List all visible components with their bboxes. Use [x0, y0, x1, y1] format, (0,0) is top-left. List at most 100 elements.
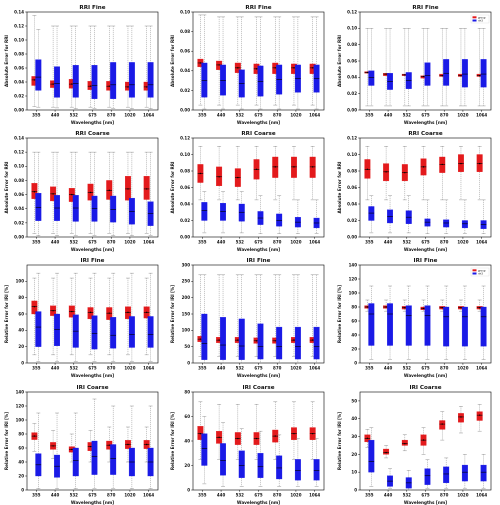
mean-marker	[366, 437, 369, 440]
box-iqr	[220, 64, 226, 96]
x-tick-label: 870	[107, 493, 116, 498]
x-axis-label: Wavelengths [nm]	[404, 500, 447, 505]
box-s2-532	[238, 274, 245, 363]
mean-marker	[441, 423, 443, 425]
box-s1-1020	[125, 277, 131, 356]
y-tick-label: 50	[184, 344, 190, 349]
box-s1-440	[216, 146, 223, 201]
mean-marker	[237, 67, 239, 69]
y-axis-label: Relative Error for IRI [%]	[337, 285, 342, 343]
box-s2-675	[424, 199, 431, 234]
box-iqr	[458, 413, 464, 423]
mean-marker	[199, 432, 202, 435]
mean-marker	[218, 339, 220, 341]
box-iqr	[110, 195, 117, 223]
box-s2-532	[72, 272, 79, 362]
box-iqr	[257, 453, 264, 478]
y-axis-label: Relative Error for IRI [%]	[337, 412, 342, 470]
x-tick-label: 440	[217, 240, 226, 245]
x-tick-label: 532	[403, 366, 412, 371]
box-s2-1020	[128, 272, 135, 362]
box-s2-532	[238, 16, 245, 110]
box-s1-1020	[291, 401, 297, 460]
mean-marker	[145, 86, 148, 88]
box-iqr	[368, 206, 375, 221]
y-tick-label: 0.04	[347, 75, 357, 80]
panel-7: IRI Fine 0 20 40 60 80 100 Relative Error for I…	[4, 258, 159, 378]
x-tick-label: 870	[107, 366, 116, 371]
y-tick-label: 60	[18, 311, 24, 316]
mean-marker	[422, 75, 425, 78]
mean-marker	[460, 416, 462, 418]
box-s2-1064	[480, 285, 487, 360]
legend-swatch	[472, 272, 477, 275]
x-axis-label: Wavelengths [nm]	[71, 500, 114, 505]
box-s2-355	[201, 416, 208, 485]
box-iqr	[313, 326, 320, 360]
box-s2-1064	[147, 405, 154, 489]
y-tick-label: 0.10	[347, 152, 357, 157]
y-tick-label: 0.04	[180, 68, 190, 73]
x-tick-label: 355	[32, 366, 41, 371]
box-iqr	[443, 59, 450, 86]
y-tick-label: 60	[351, 318, 357, 323]
box-s2-440	[220, 16, 226, 110]
box-s2-440	[387, 285, 393, 360]
y-tick-label: 120	[349, 276, 358, 281]
box-s1-1020	[291, 146, 297, 201]
box-s2-1020	[461, 199, 468, 234]
mean-marker	[145, 443, 148, 446]
box-s2-1020	[294, 274, 301, 363]
y-tick-label: 20	[351, 452, 357, 457]
y-tick-label: 0.08	[14, 178, 24, 183]
x-tick-label: 870	[440, 113, 449, 118]
box-s2-675	[257, 195, 264, 234]
box-iqr	[368, 70, 375, 86]
panel-2: RRI Fine 0.00 0.02 0.04 0.06 0.08 0.10 Absolute…	[170, 5, 325, 125]
mean-marker	[237, 176, 239, 179]
mean-marker	[71, 83, 73, 85]
x-axis-label: Wavelengths [nm]	[237, 373, 280, 378]
box-s2-532	[405, 285, 412, 360]
box-s1-675	[253, 146, 260, 201]
mean-marker	[404, 442, 406, 445]
x-tick-label: 1020	[290, 493, 301, 498]
box-iqr	[294, 459, 301, 481]
box-s2-1064	[313, 199, 320, 234]
y-tick-label: 80	[18, 295, 24, 300]
box-iqr	[110, 62, 117, 99]
y-axis-label: Relative Error for IRI [%]	[170, 412, 175, 470]
x-tick-label: 440	[51, 113, 60, 118]
mean-marker	[71, 310, 73, 313]
box-s1-1020	[458, 299, 464, 312]
box-iqr	[383, 448, 390, 455]
box-s1-870	[439, 411, 446, 441]
y-tick-label: 0.08	[14, 51, 24, 56]
mean-marker	[293, 67, 295, 69]
box-iqr	[439, 420, 446, 430]
box-s1-532	[234, 16, 241, 106]
panel-8: IRI Fine 0 50 100 150 200 250 300 Relative Error…	[170, 258, 325, 378]
box-s2-440	[220, 191, 226, 234]
box-iqr	[424, 468, 431, 485]
mean-marker	[422, 439, 425, 441]
box-s1-675	[253, 16, 260, 106]
x-tick-label: 440	[217, 113, 226, 118]
mean-marker	[293, 432, 295, 435]
box-iqr	[128, 197, 135, 225]
box-iqr	[257, 323, 264, 360]
x-tick-label: 440	[51, 493, 60, 498]
box-s2-675	[424, 285, 431, 360]
mean-marker	[199, 62, 202, 64]
box-s2-440	[220, 422, 226, 487]
y-tick-label: 0.06	[347, 185, 357, 190]
box-iqr	[313, 459, 320, 481]
box-s1-532	[68, 277, 75, 356]
y-tick-label: 0.06	[180, 49, 190, 54]
box-s2-532	[72, 151, 79, 236]
y-axis-label: Absolute Error for RRI	[170, 161, 175, 213]
box-s2-355	[35, 151, 42, 236]
x-tick-label: 355	[365, 493, 374, 498]
mean-marker	[274, 340, 276, 342]
x-axis-label: Wavelengths [nm]	[237, 247, 280, 252]
